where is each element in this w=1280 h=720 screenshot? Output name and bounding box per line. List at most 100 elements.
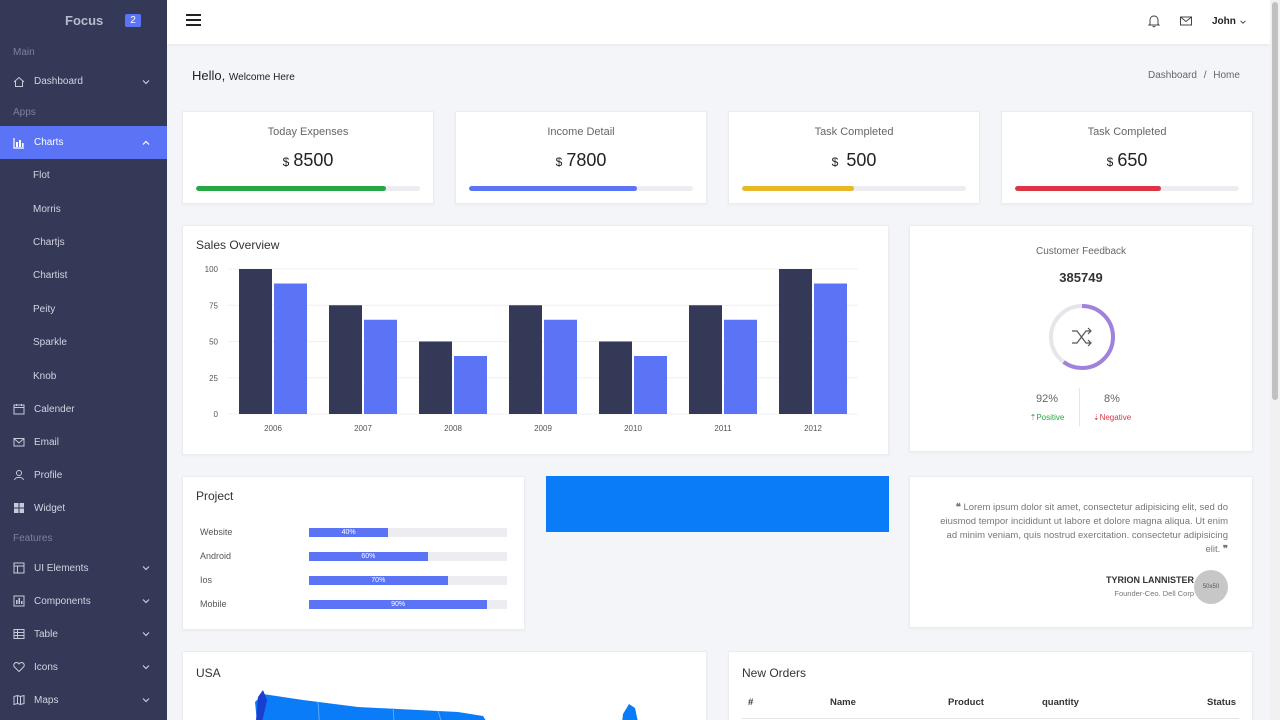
feedback-positive: ⇡Positive: [1017, 413, 1077, 422]
x-tick-label: 2006: [264, 424, 282, 433]
sidebar-item-table[interactable]: Table: [0, 618, 167, 651]
y-tick-label: 50: [209, 338, 218, 347]
new-orders-card: New Orders # Name Product quantity Statu…: [728, 651, 1253, 720]
map-region-contiguous: [255, 694, 486, 720]
sidebar-subitem-morris[interactable]: Morris: [33, 203, 61, 215]
stat-title: Task Completed: [814, 126, 894, 138]
stat-value: $650: [1002, 150, 1252, 171]
sidebar-subitem-peity[interactable]: Peity: [33, 303, 56, 315]
testimonial-text: Lorem ipsum dolor sit amet, consectetur …: [940, 502, 1228, 555]
chart-bar: [814, 283, 847, 414]
chevron-down-icon: [142, 566, 150, 571]
sidebar-subitem-sparkle[interactable]: Sparkle: [33, 337, 67, 349]
bell-icon[interactable]: [1147, 14, 1161, 28]
stat-progress-track: [196, 186, 420, 191]
feedback-title: Customer Feedback: [1035, 246, 1127, 257]
quote-close-icon: ❞: [1220, 544, 1228, 555]
chevron-down-icon: [142, 79, 150, 84]
sidebar-subitem-chartjs[interactable]: Chartjs: [33, 236, 65, 248]
sidebar-subitem-flot[interactable]: Flot: [33, 170, 50, 182]
chart-bar: [364, 319, 397, 414]
feedback-positive-label: Positive: [1036, 413, 1065, 422]
testimonial-card: ❝ Lorem ipsum dolor sit amet, consectetu…: [909, 476, 1253, 628]
project-progress-fill: 60%: [309, 552, 428, 561]
map-region-west: [256, 690, 267, 720]
brand[interactable]: Focus 2: [0, 0, 167, 40]
sidebar-item-label: Maps: [34, 694, 59, 706]
quote-open-icon: ❝: [955, 502, 964, 513]
scrollbar-thumb[interactable]: [1272, 2, 1278, 400]
page-scrollbar[interactable]: [1270, 0, 1280, 720]
project-title: Project: [196, 489, 234, 503]
currency-symbol: $: [282, 155, 290, 169]
chart-bar: [599, 341, 632, 414]
usa-map: [255, 690, 638, 720]
customer-feedback-card: Customer Feedback 385749 92% ⇡Positive 8…: [909, 225, 1253, 452]
hamburger-menu-icon[interactable]: [186, 14, 201, 27]
sidebar-item-label: Profile: [34, 469, 63, 481]
shuffle-icon: [1072, 327, 1092, 347]
sidebar-item-components[interactable]: Components: [0, 585, 167, 618]
chart-bar: [239, 269, 272, 414]
x-tick-label: 2011: [714, 424, 732, 433]
testimonial-quote: ❝ Lorem ipsum dolor sit amet, consectetu…: [938, 501, 1228, 557]
stat-amount: 650: [1117, 150, 1148, 170]
chart-bar: [724, 319, 757, 414]
map-borders: [317, 701, 442, 720]
x-tick-label: 2007: [354, 424, 372, 433]
user-menu[interactable]: John: [1212, 16, 1247, 27]
stat-card-income: Income Detail $7800: [455, 111, 707, 204]
feedback-positive-value: 92%: [1035, 393, 1059, 405]
currency-symbol: $: [1106, 155, 1114, 169]
x-tick-label: 2009: [534, 424, 552, 433]
sidebar-item-maps[interactable]: Maps: [0, 684, 167, 717]
envelope-icon[interactable]: [1179, 14, 1193, 28]
layout-icon: [13, 562, 25, 574]
orders-col-product: Product: [948, 697, 984, 708]
sidebar-item-widget[interactable]: Widget: [0, 492, 167, 525]
sidebar-item-label: Components: [34, 595, 91, 607]
sidebar-item-ui-elements[interactable]: UI Elements: [0, 552, 167, 585]
usa-map-card: USA: [182, 651, 707, 720]
grid-icon: [13, 502, 25, 514]
y-tick-label: 25: [209, 374, 218, 383]
sidebar-item-label: Dashboard: [34, 76, 83, 87]
greeting-hello: Hello,: [192, 68, 226, 83]
breadcrumb-dashboard[interactable]: Dashboard: [1148, 70, 1197, 81]
nav-section-main: Main: [13, 47, 35, 58]
sidebar-item-label: Table: [34, 628, 58, 640]
sidebar-subitem-knob[interactable]: Knob: [33, 370, 57, 382]
sidebar-subitem-chartist[interactable]: Chartist: [33, 270, 68, 282]
sidebar-item-email[interactable]: Email: [0, 426, 167, 459]
sidebar: Focus 2 Main Dashboard Apps Charts Flot …: [0, 0, 167, 720]
project-progress-track: 60%: [309, 552, 507, 561]
chevron-up-icon: [142, 140, 150, 145]
sidebar-item-label: Charts: [34, 137, 64, 148]
sidebar-item-calender[interactable]: Calender: [0, 393, 167, 426]
stat-card-task-completed-2: Task Completed $650: [1001, 111, 1253, 204]
chart-bar: [689, 305, 722, 414]
x-tick-label: 2010: [624, 424, 642, 433]
project-progress-track: 40%: [309, 528, 507, 537]
greeting-welcome: Welcome Here: [228, 72, 295, 83]
orders-title: New Orders: [742, 666, 807, 680]
sidebar-item-dashboard[interactable]: Dashboard: [0, 65, 167, 98]
sidebar-item-profile[interactable]: Profile: [0, 459, 167, 492]
y-tick-label: 0: [214, 410, 219, 419]
feedback-negative-label: Negative: [1099, 413, 1132, 422]
orders-col-status: Status: [1207, 697, 1237, 708]
breadcrumb-home: Home: [1213, 70, 1240, 81]
sales-overview-title: Sales Overview: [196, 238, 280, 252]
home-icon: [13, 76, 25, 88]
chart-bar: [274, 283, 307, 414]
stat-progress-track: [1015, 186, 1239, 191]
project-label: Android: [200, 551, 232, 561]
chevron-down-icon: [1240, 19, 1246, 24]
stat-title: Today Expenses: [267, 126, 349, 138]
stat-progress-fill: [1015, 186, 1161, 191]
map-title: USA: [196, 666, 221, 680]
sidebar-item-icons[interactable]: Icons: [0, 651, 167, 684]
brand-badge: 2: [125, 13, 141, 27]
sidebar-item-charts[interactable]: Charts: [0, 126, 167, 159]
map-region-northeast: [622, 704, 638, 720]
